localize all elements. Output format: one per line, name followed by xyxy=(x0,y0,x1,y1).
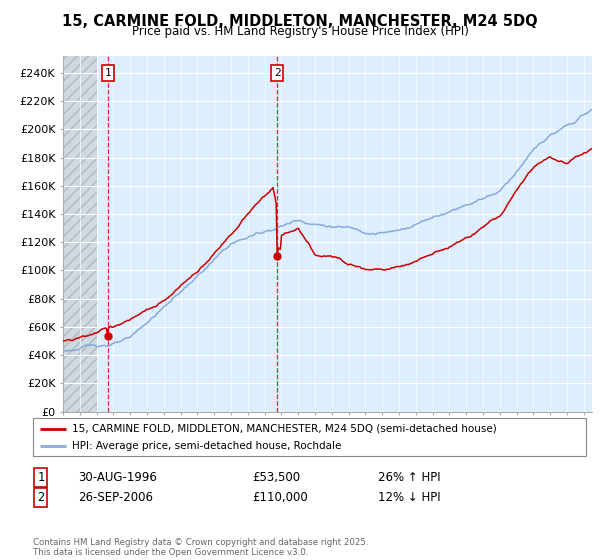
Text: 15, CARMINE FOLD, MIDDLETON, MANCHESTER, M24 5DQ (semi-detached house): 15, CARMINE FOLD, MIDDLETON, MANCHESTER,… xyxy=(72,424,497,434)
Text: HPI: Average price, semi-detached house, Rochdale: HPI: Average price, semi-detached house,… xyxy=(72,441,341,451)
Bar xyxy=(63,56,97,412)
Text: 12% ↓ HPI: 12% ↓ HPI xyxy=(378,491,440,504)
Text: £110,000: £110,000 xyxy=(252,491,308,504)
Text: 26-SEP-2006: 26-SEP-2006 xyxy=(78,491,153,504)
Text: 26% ↑ HPI: 26% ↑ HPI xyxy=(378,470,440,484)
Text: Price paid vs. HM Land Registry's House Price Index (HPI): Price paid vs. HM Land Registry's House … xyxy=(131,25,469,38)
Text: 1: 1 xyxy=(37,470,44,484)
Text: Contains HM Land Registry data © Crown copyright and database right 2025.
This d: Contains HM Land Registry data © Crown c… xyxy=(33,538,368,557)
Text: 2: 2 xyxy=(37,491,44,504)
Text: 1: 1 xyxy=(104,68,111,78)
Text: 30-AUG-1996: 30-AUG-1996 xyxy=(78,470,157,484)
Text: 2: 2 xyxy=(274,68,280,78)
Text: 15, CARMINE FOLD, MIDDLETON, MANCHESTER, M24 5DQ: 15, CARMINE FOLD, MIDDLETON, MANCHESTER,… xyxy=(62,14,538,29)
Text: £53,500: £53,500 xyxy=(252,470,300,484)
